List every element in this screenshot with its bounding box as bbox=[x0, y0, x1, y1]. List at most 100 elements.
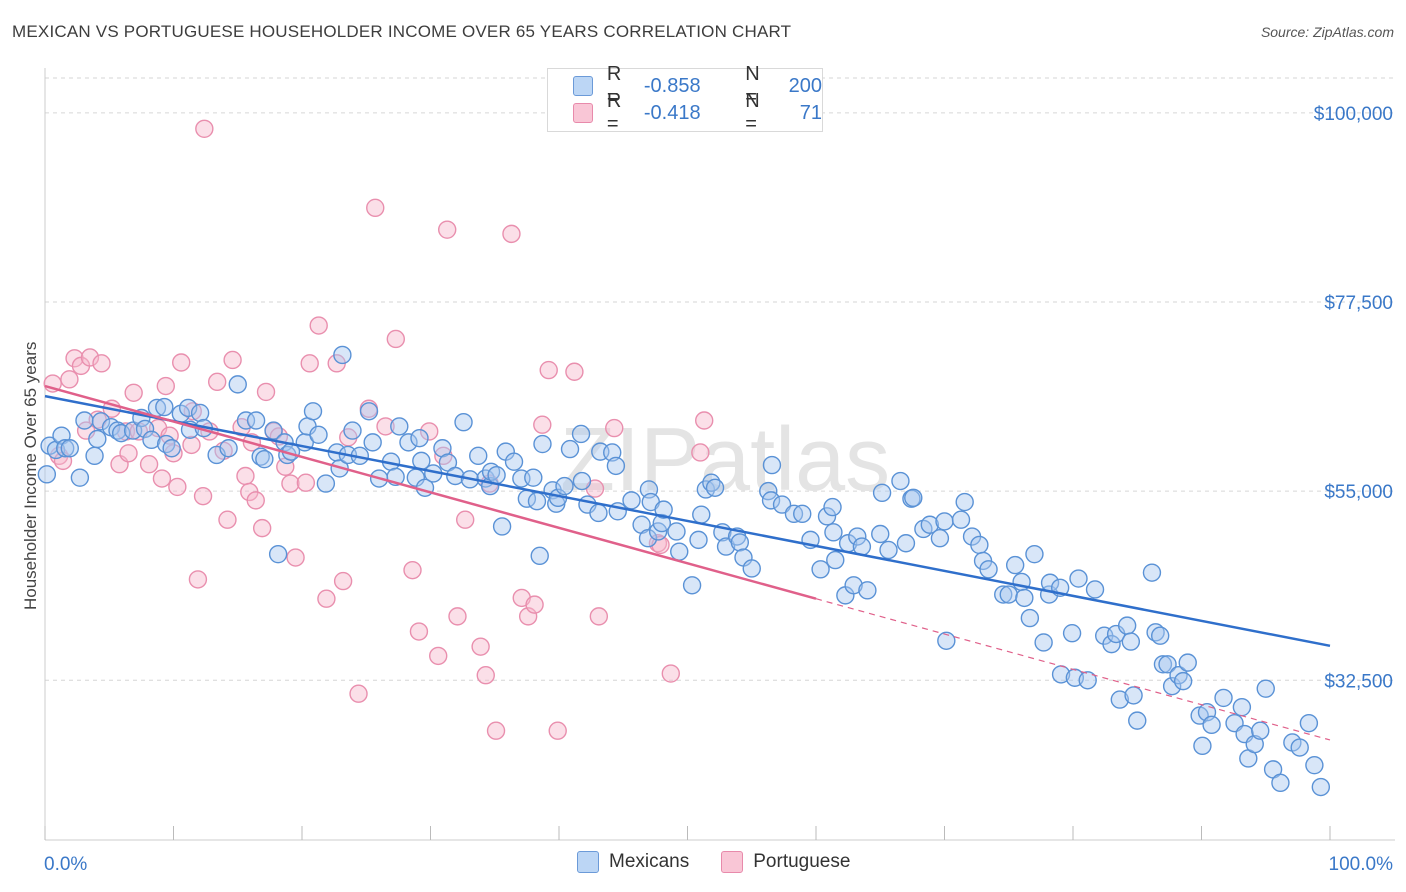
data-point-portuguese bbox=[92, 354, 111, 373]
data-point-mexicans bbox=[178, 398, 198, 418]
data-point-portuguese bbox=[246, 491, 265, 510]
data-point-portuguese bbox=[172, 353, 191, 372]
data-point-mexicans bbox=[246, 411, 266, 430]
data-point-mexicans bbox=[879, 540, 898, 560]
data-point-mexicans bbox=[264, 421, 283, 440]
data-point-portuguese bbox=[119, 444, 138, 463]
x-tick-labels: 0.0% 100.0% bbox=[44, 854, 1393, 875]
data-point-portuguese bbox=[80, 348, 100, 367]
data-point-portuguese bbox=[223, 350, 242, 370]
data-point-portuguese bbox=[281, 474, 300, 493]
x-tick-label: 100.0% bbox=[1329, 854, 1394, 875]
data-point-mexicans bbox=[1251, 721, 1270, 740]
data-point-mexicans bbox=[1214, 688, 1233, 708]
data-point-mexicans bbox=[75, 411, 94, 430]
data-point-mexicans bbox=[1158, 655, 1177, 674]
data-point-portuguese bbox=[207, 372, 227, 392]
data-point-mexicans bbox=[469, 446, 488, 466]
data-point-mexicans bbox=[1173, 671, 1193, 691]
data-point-mexicans bbox=[1102, 634, 1121, 654]
data-point-portuguese bbox=[548, 721, 567, 740]
data-point-portuguese bbox=[691, 443, 710, 462]
legend-label: Mexicans bbox=[609, 851, 690, 872]
data-point-mexicans bbox=[487, 465, 506, 485]
data-point-mexicans bbox=[1005, 555, 1025, 575]
data-point-mexicans bbox=[930, 529, 950, 548]
data-point-portuguese bbox=[252, 518, 272, 538]
data-point-mexicans bbox=[896, 534, 916, 553]
data-point-portuguese bbox=[296, 473, 316, 492]
data-point-mexicans bbox=[1142, 563, 1162, 582]
trend-line-portuguese bbox=[44, 384, 817, 600]
n-value: 200 bbox=[788, 74, 822, 97]
data-point-mexicans bbox=[762, 455, 782, 475]
y-axis-label: Householder Income Over 65 years bbox=[21, 342, 40, 610]
data-point-mexicans bbox=[1150, 626, 1170, 645]
data-point-portuguese bbox=[193, 486, 213, 506]
portuguese-swatch bbox=[721, 851, 744, 873]
data-point-mexicans bbox=[1078, 671, 1097, 690]
data-point-portuguese bbox=[333, 571, 353, 591]
data-point-mexicans bbox=[1193, 736, 1212, 756]
data-point-portuguese bbox=[139, 455, 159, 474]
data-point-mexicans bbox=[309, 425, 328, 445]
data-point-portuguese bbox=[366, 198, 385, 218]
data-point-mexicans bbox=[255, 449, 274, 469]
data-point-mexicans bbox=[190, 403, 210, 423]
data-point-portuguese bbox=[605, 418, 624, 438]
chart-title: MEXICAN VS PORTUGUESE HOUSEHOLDER INCOME… bbox=[12, 22, 792, 41]
data-point-portuguese bbox=[539, 360, 558, 380]
data-point-mexicans bbox=[363, 433, 382, 452]
data-point-mexicans bbox=[135, 419, 155, 439]
data-point-mexicans bbox=[1162, 676, 1182, 696]
data-point-mexicans bbox=[871, 524, 890, 544]
data-point-mexicans bbox=[979, 560, 998, 579]
chart-source: Source: ZipAtlas.com bbox=[1260, 24, 1394, 40]
legend-item-portuguese: Portuguese bbox=[721, 851, 850, 873]
data-point-portuguese bbox=[236, 466, 255, 486]
data-point-mexicans bbox=[333, 345, 352, 365]
data-point-mexicans bbox=[705, 478, 725, 497]
data-point-mexicans bbox=[55, 439, 75, 458]
data-point-portuguese bbox=[168, 477, 187, 497]
data-point-portuguese bbox=[156, 376, 175, 396]
data-point-mexicans bbox=[667, 522, 686, 541]
data-point-mexicans bbox=[652, 513, 671, 533]
y-tick-labels: $32,500 $55,000 $77,500 $100,000 bbox=[1314, 104, 1393, 692]
data-point-mexicans bbox=[1305, 755, 1324, 775]
n-value: 71 bbox=[799, 101, 822, 124]
data-point-mexicans bbox=[555, 476, 574, 496]
data-point-portuguese bbox=[124, 383, 143, 402]
data-point-mexicans bbox=[654, 500, 673, 519]
data-point-mexicans bbox=[142, 430, 161, 450]
data-point-mexicans bbox=[692, 505, 711, 524]
data-point-portuguese bbox=[695, 411, 714, 430]
data-point-mexicans bbox=[219, 439, 238, 458]
data-point-mexicans bbox=[572, 471, 592, 491]
data-point-mexicans bbox=[155, 397, 174, 417]
data-point-mexicans bbox=[793, 504, 812, 524]
grid-lines bbox=[45, 77, 1395, 681]
data-point-mexicans bbox=[638, 529, 658, 548]
data-point-portuguese bbox=[195, 119, 214, 139]
data-point-mexicans bbox=[920, 515, 940, 534]
data-point-mexicans bbox=[951, 510, 971, 529]
r-value: -0.418 bbox=[643, 101, 701, 124]
data-point-mexicans bbox=[937, 631, 956, 650]
data-point-portuguese bbox=[403, 560, 422, 580]
data-point-mexicans bbox=[1015, 588, 1034, 608]
data-point-mexicans bbox=[589, 503, 608, 523]
data-point-portuguese bbox=[533, 415, 552, 434]
data-point-mexicans bbox=[858, 581, 877, 600]
mexicans-swatch bbox=[573, 76, 593, 96]
data-point-mexicans bbox=[268, 544, 288, 564]
data-point-portuguese bbox=[661, 664, 680, 683]
axes bbox=[44, 68, 1395, 841]
data-point-mexicans bbox=[603, 443, 622, 462]
data-point-portuguese bbox=[256, 382, 276, 402]
data-point-mexicans bbox=[606, 456, 626, 476]
x-tick-label: 0.0% bbox=[44, 854, 87, 875]
data-point-mexicans bbox=[390, 417, 409, 436]
data-point-mexicans bbox=[682, 576, 702, 595]
data-point-mexicans bbox=[1290, 738, 1309, 757]
